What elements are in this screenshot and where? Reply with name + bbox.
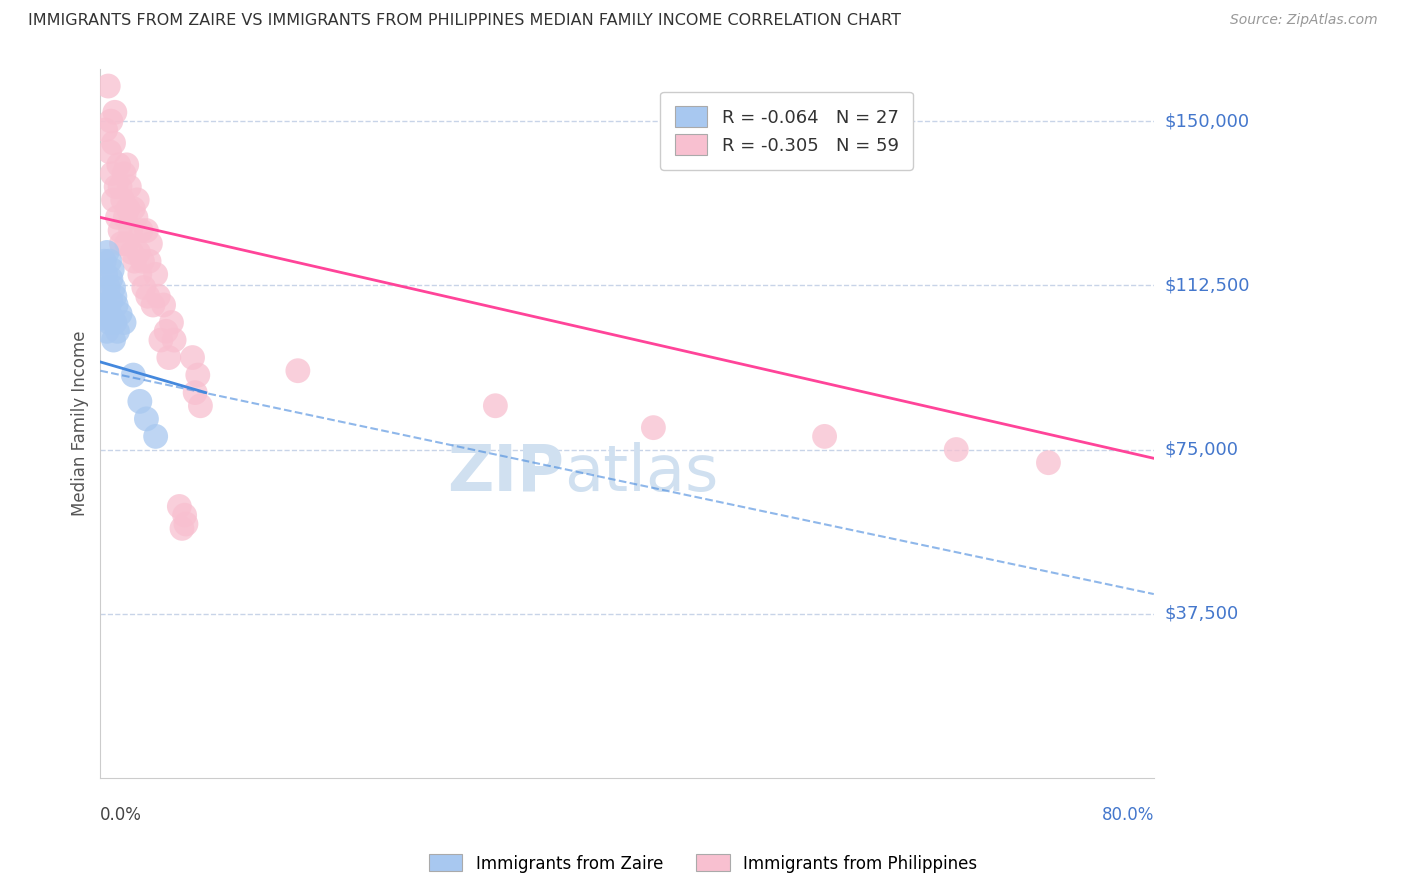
Point [170,521,193,535]
Text: $112,500: $112,500 [1166,277,1250,294]
Point [108,179,131,194]
Point [169,500,191,514]
Point [103,280,125,294]
Point [124,254,146,268]
Point [190,399,212,413]
Point [145,429,167,443]
Point [174,516,197,531]
Point [107,211,129,225]
Point [97,78,120,93]
Text: 0.0%: 0.0% [100,806,142,824]
Point [138,254,160,268]
Point [97,280,120,294]
Text: $37,500: $37,500 [1166,605,1239,623]
Point [145,268,167,282]
Point [104,316,127,330]
Point [103,333,125,347]
Point [157,351,180,365]
Point [643,420,665,434]
Point [149,333,172,347]
Point [107,324,129,338]
Point [128,245,150,260]
Point [94,268,117,282]
Point [98,145,121,159]
Point [155,324,177,338]
Point [104,289,127,303]
Point [131,254,153,268]
Point [93,311,115,326]
Point [187,368,209,383]
Point [94,298,117,312]
Point [125,211,148,225]
Legend: Immigrants from Zaire, Immigrants from Philippines: Immigrants from Zaire, Immigrants from P… [422,847,984,880]
Point [104,105,127,120]
Point [128,268,150,282]
Point [945,442,967,457]
Text: $75,000: $75,000 [1166,441,1239,458]
Text: ZIP: ZIP [447,442,564,504]
Point [128,394,150,409]
Point [139,236,162,251]
Point [1038,456,1060,470]
Text: atlas: atlas [564,442,718,504]
Point [91,289,114,303]
Point [100,293,122,308]
Point [100,114,122,128]
Point [163,333,186,347]
Point [96,245,118,260]
Point [135,223,157,237]
Point [122,368,145,383]
Point [101,167,124,181]
Point [152,298,174,312]
Point [132,280,155,294]
Point [127,193,149,207]
Point [129,223,152,237]
Point [103,136,125,150]
Point [114,211,136,225]
Point [98,254,121,268]
Point [120,223,142,237]
Point [110,236,132,251]
Text: 80.0%: 80.0% [1101,806,1154,824]
Point [135,412,157,426]
Point [105,298,128,312]
Point [103,193,125,207]
Point [96,324,118,338]
Point [160,316,183,330]
Point [108,223,131,237]
Text: Source: ZipAtlas.com: Source: ZipAtlas.com [1230,13,1378,28]
Point [148,289,170,303]
Point [101,311,124,326]
Point [112,316,135,330]
Point [184,385,207,400]
Point [142,298,165,312]
Point [115,236,138,251]
Point [118,179,141,194]
Point [93,254,115,268]
Legend: R = -0.064   N = 27, R = -0.305   N = 59: R = -0.064 N = 27, R = -0.305 N = 59 [661,92,912,169]
Point [115,158,138,172]
Point [100,271,122,285]
Y-axis label: Median Family Income: Median Family Income [72,331,89,516]
Text: IMMIGRANTS FROM ZAIRE VS IMMIGRANTS FROM PHILIPPINES MEDIAN FAMILY INCOME CORREL: IMMIGRANTS FROM ZAIRE VS IMMIGRANTS FROM… [28,13,901,29]
Point [136,289,159,303]
Point [97,302,120,317]
Point [111,193,134,207]
Point [287,364,309,378]
Text: $150,000: $150,000 [1166,112,1250,130]
Point [117,202,139,216]
Point [98,316,121,330]
Point [112,167,135,181]
Point [813,429,835,443]
Point [107,158,129,172]
Point [108,307,131,321]
Point [173,508,195,523]
Point [181,351,204,365]
Point [101,263,124,277]
Point [122,202,145,216]
Point [105,179,128,194]
Point [94,123,117,137]
Point [121,245,143,260]
Point [484,399,506,413]
